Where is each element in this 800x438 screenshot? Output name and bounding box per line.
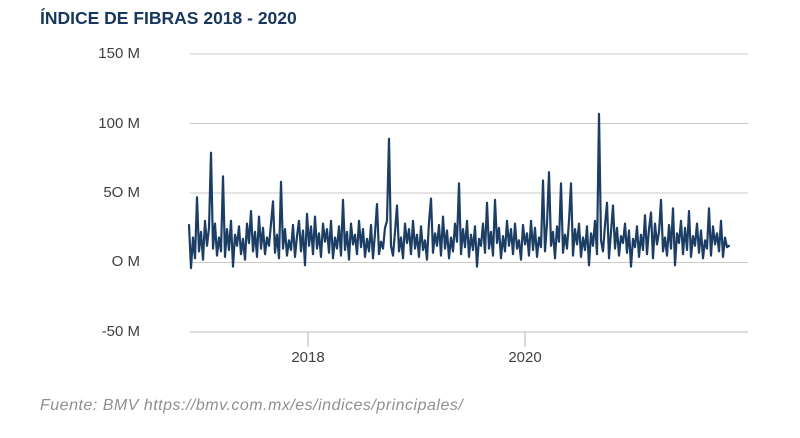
x-label-2020: 2020	[508, 349, 542, 366]
y-label-100: 100 M	[98, 115, 140, 132]
source-note: Fuente: BMV https://bmv.com.mx/es/indice…	[40, 397, 464, 414]
page-title: ÍNDICE DE FIBRAS 2018 - 2020	[40, 8, 297, 28]
y-label-50: 5O M	[103, 184, 140, 201]
y-label-neg50: -50 M	[101, 323, 140, 340]
y-label-0: O M	[111, 253, 140, 270]
volume-series	[187, 112, 731, 270]
x-label-2018: 2018	[291, 349, 325, 366]
y-label-150: 150 M	[98, 45, 140, 62]
